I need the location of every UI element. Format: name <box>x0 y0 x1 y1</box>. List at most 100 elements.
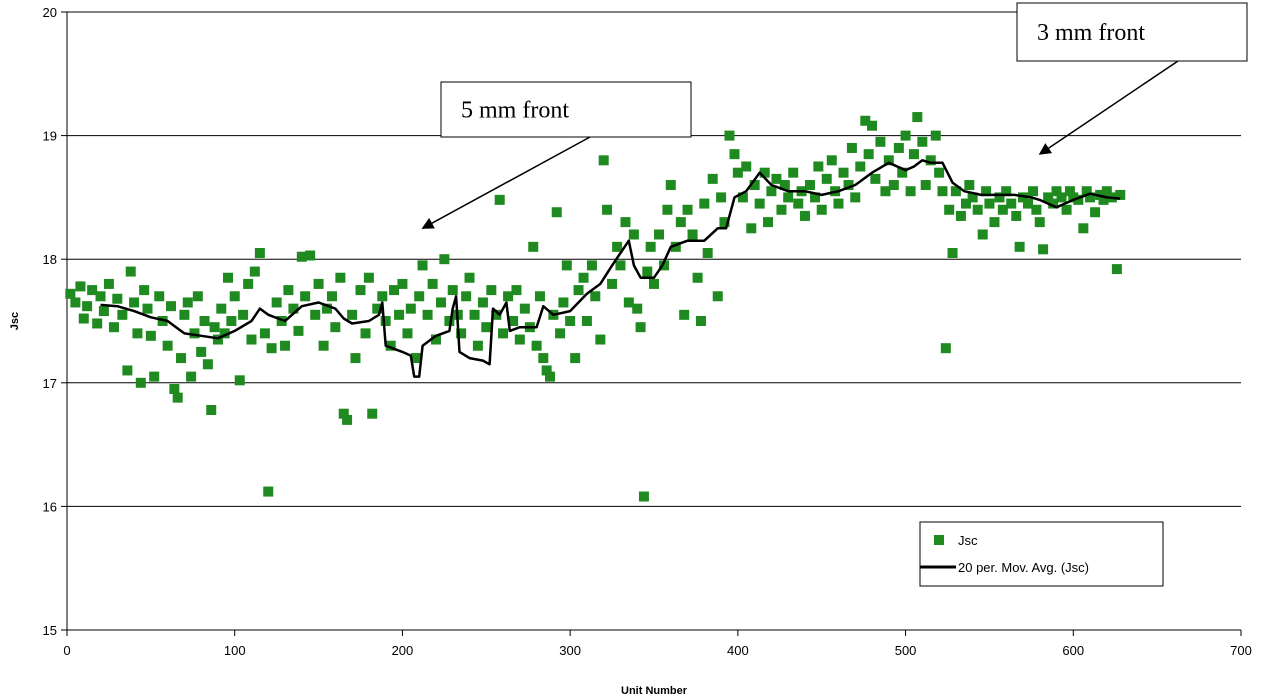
data-point <box>347 309 358 320</box>
data-point <box>508 316 519 326</box>
data-point <box>405 303 416 314</box>
data-point <box>266 343 277 354</box>
y-tick-label: 17 <box>43 376 57 391</box>
data-point <box>870 173 881 184</box>
y-tick-label: 15 <box>43 623 57 638</box>
data-point <box>880 186 891 197</box>
data-point <box>377 291 388 302</box>
data-point <box>804 180 815 191</box>
data-point <box>335 272 346 283</box>
data-point <box>410 353 421 364</box>
data-point <box>759 167 770 178</box>
data-point <box>682 204 693 215</box>
data-point <box>172 392 183 403</box>
data-point <box>908 149 919 160</box>
data-point <box>813 161 824 172</box>
callout-label: 5 mm front <box>461 98 569 124</box>
data-point <box>461 291 472 302</box>
data-point <box>129 297 140 308</box>
data-point <box>234 375 245 386</box>
data-point <box>75 281 86 292</box>
data-point <box>620 217 631 228</box>
data-point <box>427 278 438 289</box>
data-point <box>930 130 941 141</box>
data-point <box>649 278 659 289</box>
data-point <box>402 328 413 339</box>
data-point <box>875 136 886 147</box>
y-tick-label: 18 <box>43 252 57 267</box>
grid <box>67 11 1241 507</box>
callout-arrow <box>421 136 591 229</box>
data-point <box>199 316 210 326</box>
data-point <box>602 204 613 215</box>
data-point <box>229 291 240 302</box>
y-tick-label: 16 <box>43 499 57 514</box>
data-point <box>793 198 804 209</box>
data-point <box>541 365 552 376</box>
data-point <box>1064 186 1075 197</box>
x-tick-label: 400 <box>727 643 749 658</box>
data-point <box>216 303 227 314</box>
data-point <box>707 173 718 184</box>
data-point <box>981 186 992 197</box>
data-point <box>280 340 291 351</box>
data-point <box>92 318 103 329</box>
data-point <box>595 334 606 345</box>
data-point <box>679 309 690 320</box>
data-point <box>310 309 321 320</box>
data-point <box>754 198 765 209</box>
data-point <box>763 217 774 228</box>
data-point <box>989 217 1000 228</box>
data-point <box>799 210 810 221</box>
data-point <box>1061 204 1072 215</box>
data-point <box>494 194 505 205</box>
data-point <box>145 330 156 341</box>
data-point <box>1043 192 1054 203</box>
y-tick-label: 19 <box>43 129 57 144</box>
data-point <box>628 229 639 240</box>
data-point <box>103 278 114 289</box>
x-tick-label: 0 <box>63 643 70 658</box>
data-point <box>960 198 971 209</box>
data-point <box>78 313 89 324</box>
data-point <box>741 161 752 172</box>
data-point <box>196 346 207 357</box>
data-point <box>1056 192 1067 203</box>
data-point <box>179 309 190 320</box>
data-point <box>254 248 265 259</box>
x-tick-label: 500 <box>895 643 917 658</box>
data-point <box>108 322 119 333</box>
data-point <box>912 112 923 123</box>
data-point <box>162 340 173 351</box>
callout-arrow <box>1038 60 1179 155</box>
data-point <box>586 260 597 271</box>
data-point <box>469 309 480 320</box>
x-tick-label: 200 <box>392 643 414 658</box>
data-point <box>112 293 123 304</box>
data-point <box>1031 204 1042 215</box>
data-point <box>1078 223 1089 234</box>
data-point <box>202 359 213 370</box>
data-point <box>456 328 467 339</box>
data-point <box>917 136 928 147</box>
data-point <box>464 272 475 283</box>
data-point <box>176 353 187 364</box>
data-point <box>994 192 1005 203</box>
data-point <box>271 297 282 308</box>
data-point <box>70 297 81 308</box>
data-point <box>692 272 703 283</box>
data-point <box>860 115 871 126</box>
data-point <box>132 328 143 339</box>
data-point <box>940 343 951 354</box>
data-point <box>1081 186 1092 197</box>
data-point <box>209 322 220 333</box>
data-point <box>288 303 299 314</box>
data-point <box>719 217 730 228</box>
data-point <box>481 322 492 333</box>
data-point <box>665 180 676 191</box>
data-point <box>607 278 618 289</box>
data-point <box>149 371 160 382</box>
data-point <box>139 285 150 296</box>
data-point <box>372 303 383 314</box>
